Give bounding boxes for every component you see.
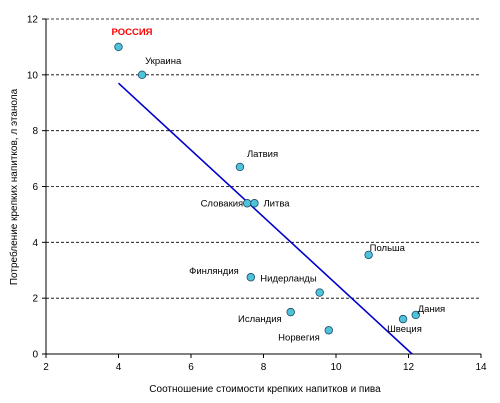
point-label: Украина (145, 56, 182, 67)
point-label: РОССИЯ (112, 27, 153, 38)
data-point (242, 199, 252, 208)
x-axis-ticks: 2 4 6 8 10 12 14 (43, 354, 487, 373)
data-point (137, 70, 147, 80)
x-tick-label: 2 (43, 362, 49, 373)
x-axis-title: Соотношение стоимости крепких напитков и… (149, 384, 381, 395)
y-tick-label: 12 (27, 15, 39, 26)
point-label: Финляндия (189, 266, 239, 277)
data-point (250, 199, 259, 208)
y-axis-ticks: 0 2 4 6 8 10 12 (27, 15, 46, 361)
y-tick-label: 4 (32, 238, 38, 249)
x-tick-label: 10 (330, 362, 342, 373)
data-point (286, 307, 295, 317)
x-tick-label: 8 (261, 362, 267, 373)
data-point (364, 250, 373, 260)
data-point (411, 310, 420, 320)
gridlines (46, 18, 481, 299)
y-axis-title: Потребление крепких напитков, л этанола (8, 88, 20, 285)
x-tick-label: 12 (403, 362, 415, 373)
y-tick-label: 10 (27, 70, 39, 81)
point-label: Польша (370, 243, 406, 254)
data-point (324, 326, 333, 335)
point-label: Нидерланды (260, 274, 317, 285)
data-point (235, 162, 245, 172)
x-tick-label: 4 (116, 362, 122, 373)
x-tick-label: 14 (475, 362, 487, 373)
point-label: Норвегия (278, 332, 320, 343)
data-points (114, 42, 420, 335)
point-label: Швеция (387, 324, 422, 335)
point-label: Словакия (201, 198, 244, 209)
data-point (246, 273, 256, 282)
y-tick-label: 6 (32, 182, 38, 193)
data-point (114, 42, 123, 52)
trendline-group (117, 82, 413, 355)
y-tick-label: 2 (32, 294, 38, 305)
point-label: Литва (263, 198, 290, 209)
data-point (398, 314, 408, 324)
point-label: Дания (418, 304, 445, 315)
x-tick-label: 6 (188, 362, 194, 373)
y-tick-label: 0 (32, 350, 38, 361)
trendline (117, 82, 413, 355)
y-tick-label: 8 (32, 126, 38, 137)
data-point (315, 288, 324, 297)
point-label: Исландия (238, 314, 282, 325)
point-labels: РОССИЯ Украина Латвия Словакия Литва Польша Фи… (112, 27, 446, 343)
point-label: Латвия (247, 149, 278, 160)
